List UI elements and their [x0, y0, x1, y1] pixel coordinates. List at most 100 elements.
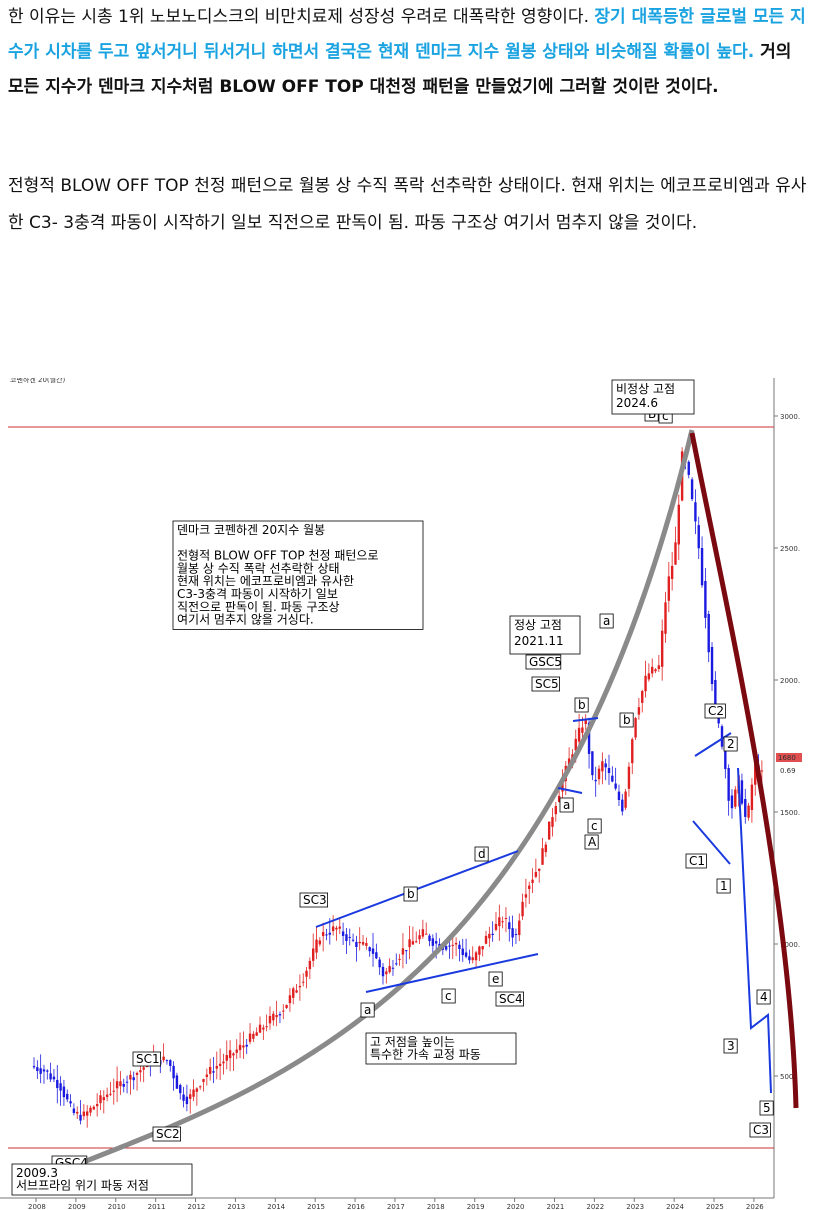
candle-body	[631, 739, 634, 764]
candle-body	[335, 927, 338, 930]
candle-body	[242, 1045, 245, 1048]
candle-body	[431, 938, 435, 946]
candle-body	[501, 921, 504, 923]
wave-label-text: b	[407, 887, 415, 901]
candle-body	[760, 770, 764, 772]
candle-body	[601, 761, 604, 772]
wave-label-text: SC2	[156, 1127, 180, 1141]
y-tick-label: 2500.	[780, 545, 800, 553]
candle-body	[561, 780, 564, 792]
candle-body	[202, 1079, 205, 1082]
candle-body	[351, 939, 355, 941]
candle-body	[192, 1089, 195, 1097]
candle-body	[272, 1013, 275, 1021]
candle-body	[321, 932, 325, 937]
box-line: 월봉 상 수직 폭락 선추락한 상태	[177, 561, 340, 575]
projection-curve	[689, 432, 799, 1109]
candle-body	[122, 1083, 125, 1087]
candle-body	[348, 936, 351, 938]
candle-body	[105, 1094, 109, 1098]
wave-label-sc4: SC4	[495, 991, 525, 1007]
wave-label-text: A	[588, 835, 597, 849]
candle-body	[531, 879, 534, 883]
abc-upper-line	[572, 717, 599, 722]
candle-body	[471, 957, 474, 961]
candle-body	[614, 783, 617, 789]
box-line: 전형적 BLOW OFF TOP 천정 패턴으로	[177, 548, 379, 563]
candle-body	[687, 461, 690, 475]
price-tag-value: 1680	[778, 754, 796, 762]
triangle-lower-line	[365, 953, 539, 993]
candle-body	[95, 1104, 99, 1107]
candle-body	[165, 1060, 169, 1062]
wave-label-sc2: SC2	[152, 1126, 182, 1142]
candle-body	[36, 1067, 39, 1072]
box-line: 덴마크 코펜하겐 20지수 월봉	[177, 523, 325, 537]
wave-label-text: SC1	[136, 1052, 160, 1066]
candle-body	[667, 576, 671, 601]
wave-label-text: GSC5	[529, 655, 562, 669]
candle-body	[710, 647, 714, 685]
projected-impulse	[737, 767, 772, 1094]
candle-body	[464, 952, 468, 957]
wave-label-d: d	[474, 846, 489, 862]
x-tick-label: 2015	[307, 1203, 325, 1210]
x-tick-label: 2019	[467, 1203, 485, 1210]
candle-body	[318, 940, 322, 945]
candle-body	[468, 956, 471, 961]
x-tick-label: 2020	[507, 1203, 525, 1210]
candle-body	[461, 948, 464, 956]
candle-body	[162, 1056, 165, 1061]
candle-body	[634, 718, 637, 738]
wave-label-text: 4	[760, 990, 768, 1004]
x-tick-label: 2010	[108, 1203, 126, 1210]
candle-body	[415, 941, 418, 943]
candle-body	[255, 1032, 258, 1036]
candle-body	[195, 1088, 199, 1092]
candle-body	[521, 901, 524, 917]
candle-body	[488, 933, 491, 939]
wave-label-b2: b	[574, 697, 589, 713]
candle-body	[169, 1060, 172, 1067]
candle-body	[428, 935, 431, 942]
candle-body	[547, 821, 551, 840]
candle-body	[215, 1065, 219, 1069]
candle-body	[365, 943, 368, 946]
candle-body	[205, 1074, 209, 1077]
wave-label-text: C1	[689, 854, 705, 868]
wave-label-sc1: SC1	[132, 1051, 162, 1067]
candle-body	[587, 722, 591, 754]
candle-body	[125, 1081, 129, 1083]
candle-body	[132, 1077, 135, 1081]
wave-label-text: 3	[727, 1039, 735, 1053]
box-line: 특수한 가속 교정 파동	[370, 1048, 481, 1062]
box-line: C3-3충격 파동이 시작하기 일보	[177, 587, 338, 601]
paragraph-1: 한 이유는 시총 1위 노보노디스크의 비만치료제 성장성 우려로 대폭락한 영…	[8, 0, 808, 105]
candle-body	[46, 1070, 49, 1072]
candle-body	[298, 985, 302, 988]
y-tick-label: 1500.	[780, 809, 800, 817]
wave-label-text: 2	[727, 737, 735, 751]
candle-body	[744, 799, 747, 817]
candle-body	[591, 751, 594, 776]
wave-label-text: c	[662, 409, 669, 423]
candle-body	[651, 666, 654, 674]
candle-body	[62, 1086, 66, 1098]
candle-body	[611, 775, 614, 782]
box-line: 현재 위치는 에코프로비엠과 유사한	[177, 574, 354, 588]
candle-body	[89, 1107, 92, 1113]
candle-body	[518, 920, 521, 935]
candle-body	[228, 1050, 232, 1059]
candle-body	[368, 947, 371, 952]
candle-body	[528, 885, 531, 889]
x-tick-label: 2013	[227, 1203, 245, 1210]
abc-lower-line	[557, 787, 583, 794]
x-tick-label: 2017	[387, 1203, 405, 1210]
candle-body	[172, 1065, 175, 1079]
candle-body	[295, 990, 298, 993]
candle-body	[754, 762, 757, 785]
candle-body	[76, 1111, 79, 1114]
candle-body	[405, 950, 408, 952]
wave-label-sc3: SC3	[299, 892, 329, 908]
